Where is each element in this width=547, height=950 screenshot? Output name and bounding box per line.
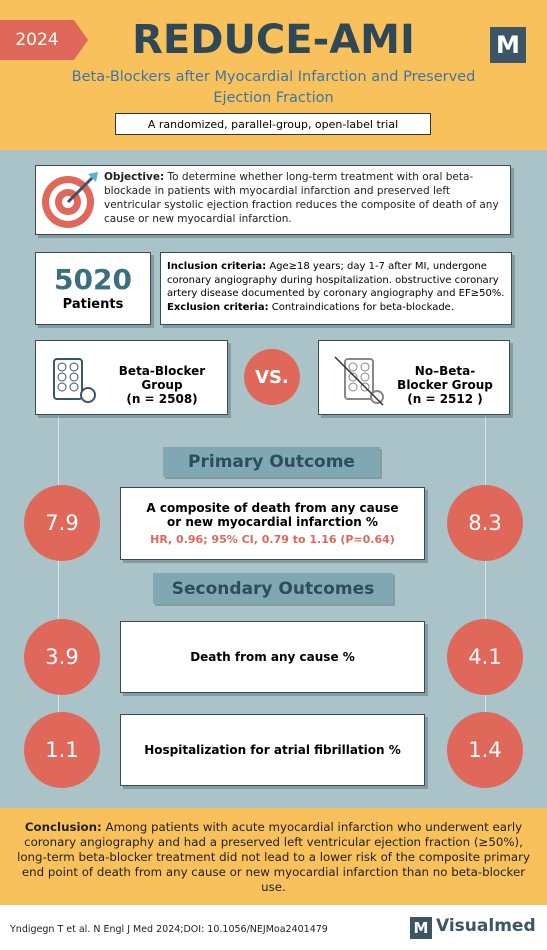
group-box bbox=[318, 340, 510, 415]
secondary-heading: Secondary Outcomes bbox=[153, 573, 393, 604]
group-left: Beta-Blocker Group (n = 2508) bbox=[100, 360, 224, 410]
no-pill-icon bbox=[334, 356, 384, 406]
brand: Visualmed bbox=[436, 916, 536, 936]
group-n: (n = 2508) bbox=[126, 392, 198, 406]
primary-label: A composite of death from any cause or n… bbox=[146, 501, 399, 529]
patients-label: Patients bbox=[62, 296, 124, 312]
exclusion-label: Exclusion criteria: bbox=[167, 301, 269, 313]
group-n: (n = 2512 ) bbox=[407, 392, 483, 406]
value-circle: 3.9 bbox=[24, 619, 100, 695]
group-name: Beta-Blocker Group bbox=[118, 364, 206, 392]
footer-bg bbox=[0, 905, 547, 950]
group-name: No–Beta-Blocker Group bbox=[397, 364, 493, 392]
citation: Yndigegn T et al. N Engl J Med 2024;DOI:… bbox=[10, 924, 328, 935]
conclusion-text: Among patients with acute myocardial inf… bbox=[17, 820, 530, 894]
target-icon bbox=[42, 172, 98, 228]
year-badge bbox=[0, 20, 88, 60]
conclusion: Conclusion: Among patients with acute my… bbox=[14, 820, 533, 895]
year: 2024 bbox=[15, 30, 59, 50]
exclusion-text: Contraindications for beta-blockade. bbox=[271, 301, 455, 313]
criteria-box bbox=[160, 252, 512, 325]
secondary-label: Death from any cause % bbox=[120, 621, 425, 693]
primary-heading: Primary Outcome bbox=[163, 447, 380, 477]
conclusion-label: Conclusion: bbox=[24, 820, 102, 834]
objective-box bbox=[35, 165, 511, 235]
subtitle: Beta-Blockers after Myocardial Infarctio… bbox=[71, 69, 476, 106]
objective-text: To determine whether long-term treatment… bbox=[104, 171, 499, 225]
objective-label: Objective: bbox=[104, 171, 165, 183]
value-circle: 1.1 bbox=[24, 712, 100, 788]
conclusion-bg bbox=[0, 808, 547, 905]
pill-icon bbox=[53, 358, 96, 403]
connector bbox=[485, 415, 486, 715]
title: REDUCE-AMI bbox=[132, 17, 415, 63]
brand-logo: M bbox=[410, 917, 432, 939]
primary-box: A composite of death from any cause or n… bbox=[120, 487, 425, 560]
criteria: Inclusion criteria: Age≥18 years; day 1-… bbox=[167, 260, 507, 314]
value-circle: 7.9 bbox=[24, 485, 100, 561]
value-circle: 4.1 bbox=[447, 619, 523, 695]
inclusion-label: Inclusion criteria: bbox=[167, 261, 267, 272]
value-circle: 8.3 bbox=[447, 485, 523, 561]
design: A randomized, parallel-group, open-label… bbox=[115, 113, 431, 135]
logo: M bbox=[490, 27, 526, 63]
group-right: No–Beta-Blocker Group (n = 2512 ) bbox=[384, 360, 506, 410]
inclusion-text: Age≥18 years; day 1-7 after MI, undergon… bbox=[167, 261, 505, 299]
primary-stats: HR, 0.96; 95% CI, 0.79 to 1.16 (P=0.64) bbox=[150, 533, 395, 546]
patients-count: 5020 bbox=[54, 262, 132, 296]
secondary-label: Hospitalization for atrial fibrillation … bbox=[120, 714, 425, 786]
connector bbox=[58, 415, 59, 715]
value-circle: 1.4 bbox=[447, 712, 523, 788]
objective: Objective: To determine whether long-ter… bbox=[104, 170, 504, 226]
patients-box bbox=[35, 252, 151, 325]
vs: VS. bbox=[244, 349, 300, 405]
